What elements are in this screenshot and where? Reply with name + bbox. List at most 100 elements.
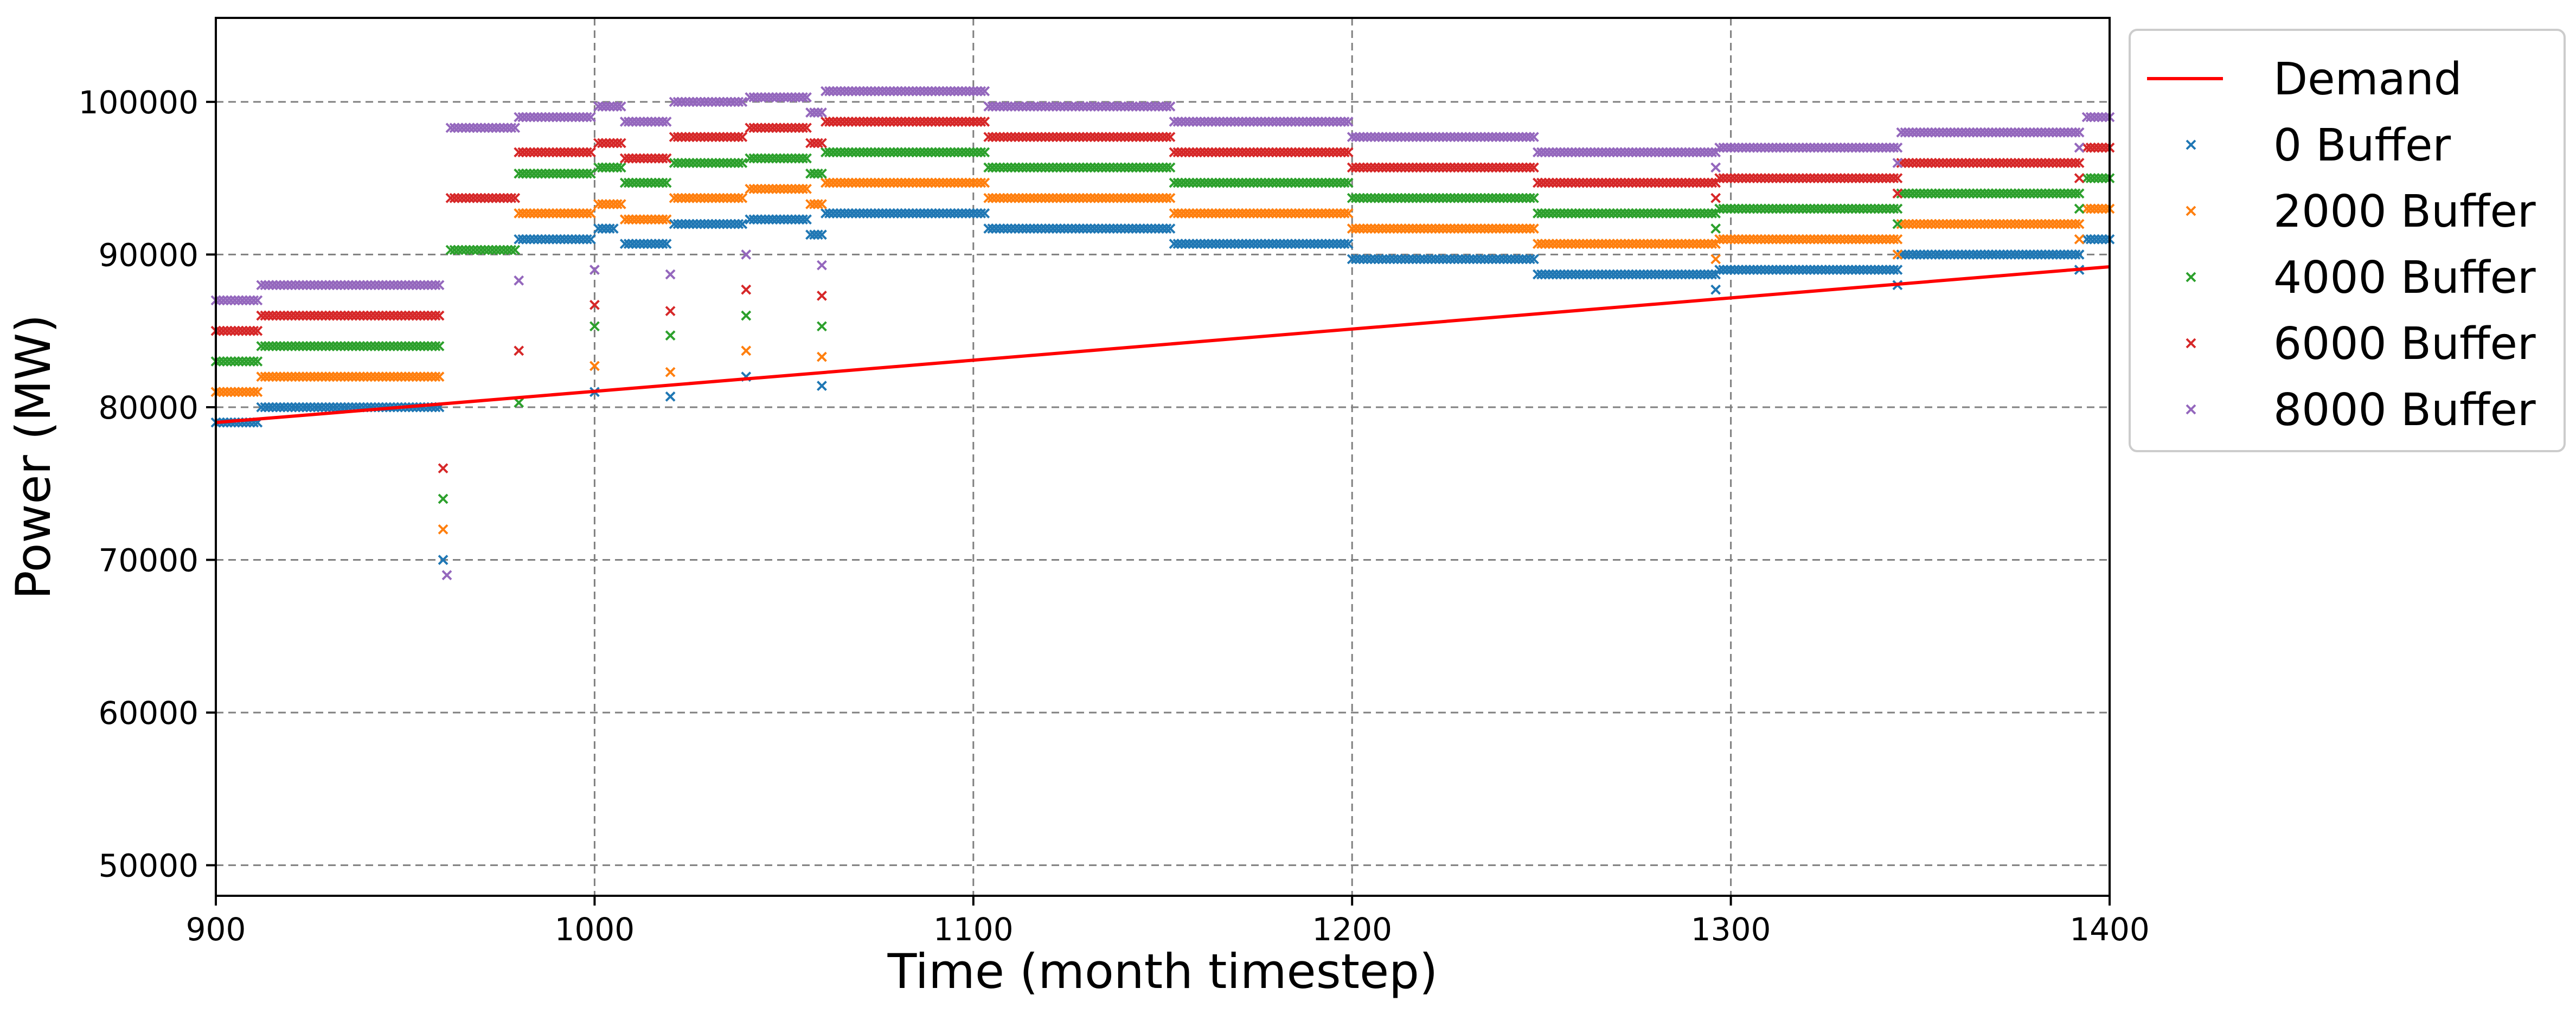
legend-marker-swatch: [2186, 404, 2196, 415]
series-marker: [1824, 142, 1835, 153]
series-marker: [669, 219, 680, 229]
series-marker: [517, 147, 528, 158]
series-marker: [252, 356, 263, 367]
series-marker: [1635, 208, 1645, 219]
series-marker: [1790, 265, 1800, 275]
series-marker: [1116, 132, 1126, 143]
series-marker: [1831, 203, 1842, 214]
series-marker: [457, 245, 467, 255]
series-marker: [1923, 158, 1933, 168]
series-marker: [1074, 132, 1085, 143]
series-marker: [2002, 219, 2013, 229]
series-marker: [2032, 188, 2043, 199]
series-marker: [1543, 177, 1554, 188]
series-marker: [930, 117, 941, 127]
series-marker: [449, 245, 460, 255]
series-marker: [1017, 101, 1028, 112]
series-marker: [896, 86, 907, 97]
series-marker: [1146, 132, 1157, 143]
series-marker: [1085, 132, 1096, 143]
series-marker: [813, 138, 823, 149]
series-marker: [2055, 158, 2066, 168]
series-marker: [1191, 147, 1202, 158]
series-marker: [1680, 177, 1691, 188]
series-marker: [1154, 223, 1164, 234]
series-marker: [1972, 188, 1982, 199]
series-marker: [1741, 173, 1751, 184]
series-marker: [1892, 142, 1903, 153]
series-marker: [964, 117, 975, 127]
series-marker: [1945, 127, 1956, 138]
series-marker: [1449, 223, 1460, 234]
series-marker: [1309, 147, 1319, 158]
series-marker: [722, 219, 733, 229]
series-marker: [563, 208, 573, 219]
series-marker: [1707, 147, 1718, 158]
series-marker: [1248, 208, 1259, 219]
series-marker: [540, 234, 551, 245]
series-marker: [907, 86, 918, 97]
series-marker: [1877, 265, 1888, 275]
series-marker: [1078, 132, 1088, 143]
series-marker: [866, 86, 876, 97]
series-marker: [1385, 132, 1395, 143]
series-marker: [1862, 142, 1873, 153]
series-marker: [1104, 162, 1115, 173]
series-marker: [548, 208, 558, 219]
series-marker: [1377, 162, 1388, 173]
series-marker: [1252, 117, 1263, 127]
series-marker: [748, 123, 759, 133]
series-marker: [396, 341, 407, 351]
series-marker: [707, 97, 717, 107]
series-marker: [642, 153, 653, 164]
series-marker: [1703, 147, 1714, 158]
series-marker: [650, 153, 661, 164]
series-marker: [1104, 132, 1115, 143]
series-marker: [919, 177, 930, 188]
series-marker: [1290, 208, 1300, 219]
series-marker: [1040, 162, 1050, 173]
series-marker: [294, 402, 305, 413]
series-marker: [1100, 192, 1111, 203]
series-marker: [1960, 219, 1971, 229]
series-marker: [775, 123, 786, 133]
series-marker: [760, 153, 771, 164]
series-marker: [1824, 203, 1835, 214]
series-marker: [377, 371, 388, 382]
series-marker: [1275, 117, 1285, 127]
series-marker: [1805, 173, 1816, 184]
series-marker: [1021, 162, 1031, 173]
series-marker: [1017, 132, 1028, 143]
series-marker: [1464, 132, 1475, 143]
series-point: [817, 260, 827, 271]
series-marker: [1127, 101, 1138, 112]
series-marker: [1726, 234, 1736, 245]
series-marker: [813, 107, 823, 118]
series-marker: [756, 123, 767, 133]
series-marker: [407, 341, 418, 351]
series-marker: [1294, 208, 1304, 219]
series-marker: [1400, 132, 1411, 143]
series-marker: [2051, 158, 2062, 168]
series-marker: [642, 214, 653, 225]
series-marker: [1002, 101, 1013, 112]
series-marker: [1476, 192, 1486, 203]
plot-frame: [215, 17, 2111, 897]
series-marker: [1260, 177, 1270, 188]
series-marker: [1123, 101, 1134, 112]
series-marker: [1699, 208, 1710, 219]
series-marker: [521, 112, 532, 123]
series-marker: [733, 192, 744, 203]
series-marker: [1373, 223, 1384, 234]
series-marker: [714, 219, 725, 229]
series-marker: [1264, 239, 1274, 249]
series-marker: [1654, 208, 1664, 219]
series-marker: [2066, 127, 2077, 138]
series-marker: [1907, 188, 1918, 199]
series-marker: [1585, 177, 1596, 188]
series-marker: [1953, 219, 1964, 229]
series-marker: [888, 177, 899, 188]
series-marker: [1684, 208, 1695, 219]
series-marker: [858, 86, 869, 97]
series-marker: [294, 341, 305, 351]
